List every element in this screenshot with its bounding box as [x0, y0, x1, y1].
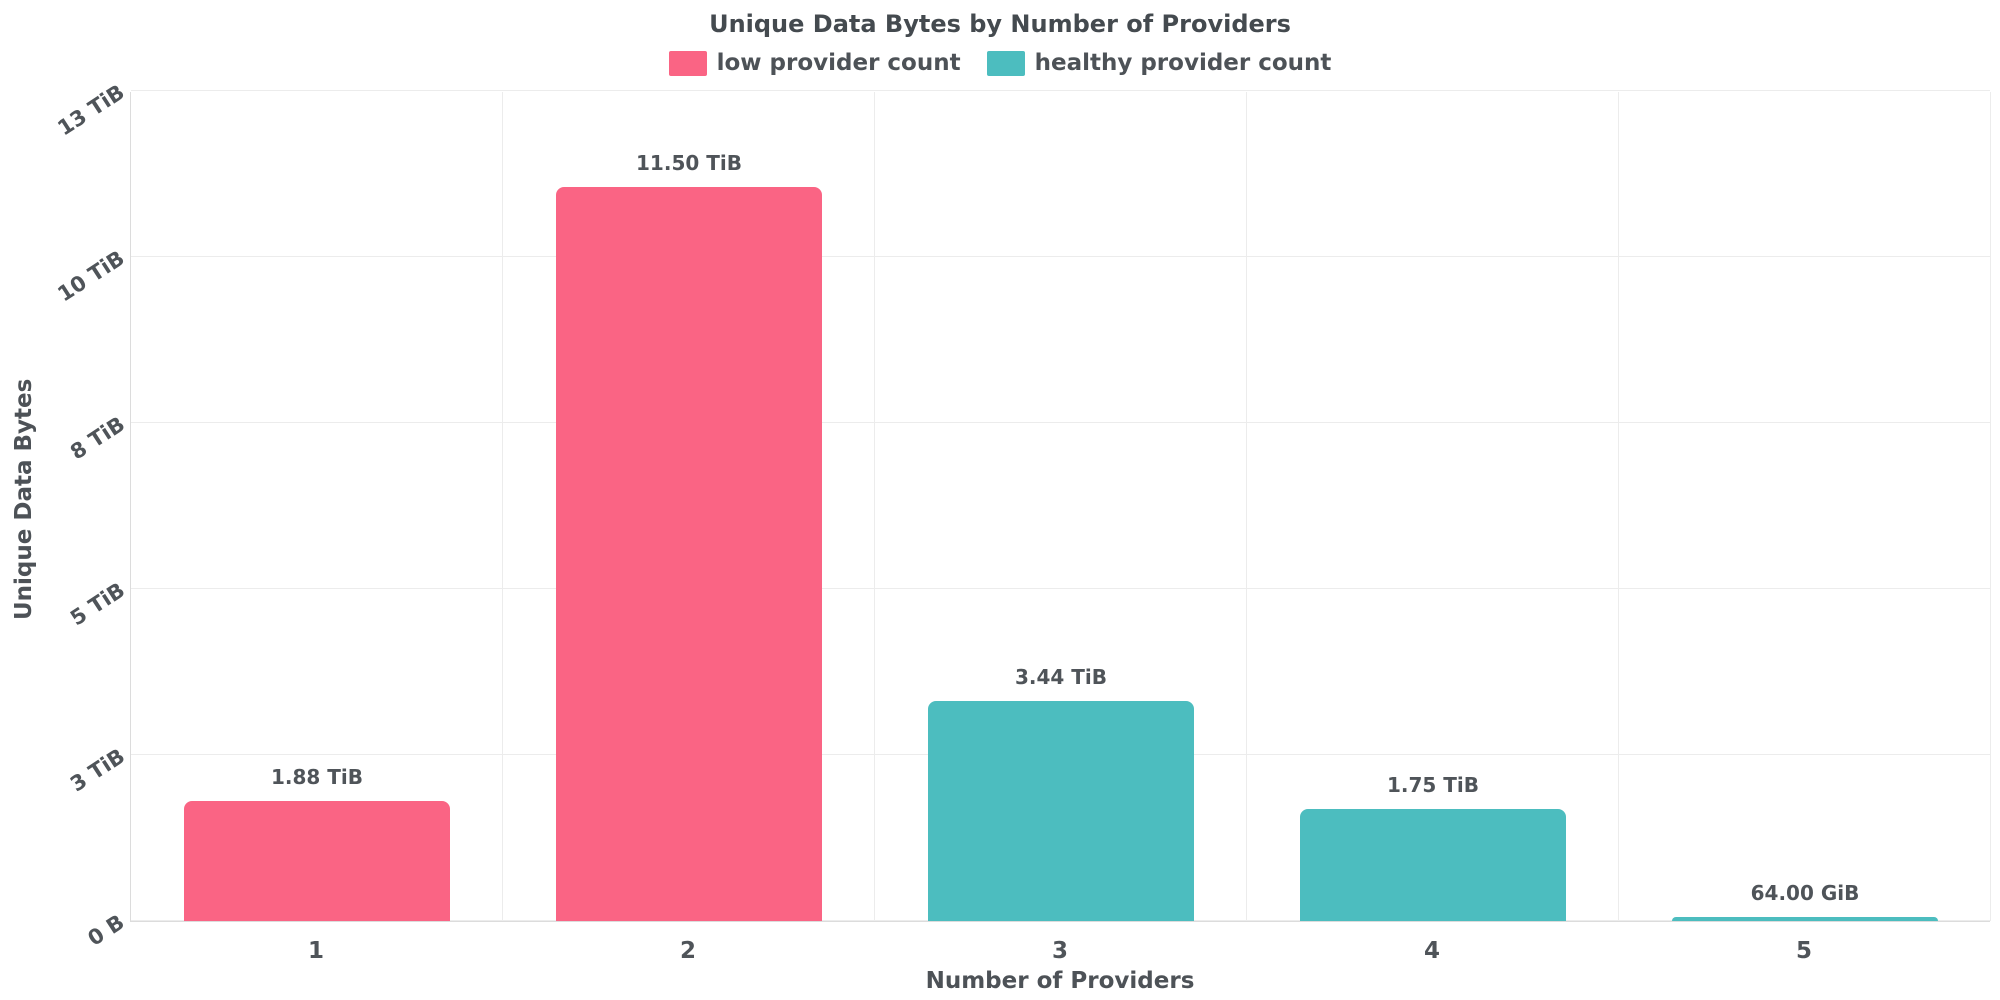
bar-value-label: 1.88 TiB: [270, 764, 364, 789]
x-gridline: [502, 92, 503, 921]
bar-value-label: 3.44 TiB: [1014, 665, 1108, 690]
plot-area: 1.88 TiB 11.50 TiB 3.44 TiB 1.75 TiB 64.00 G…: [130, 90, 1991, 922]
y-gridline: [131, 90, 1990, 91]
legend-item-healthy-provider-count[interactable]: healthy provider count: [986, 50, 1332, 76]
chart-title: Unique Data Bytes by Number of Providers: [709, 10, 1291, 38]
bar-1: [184, 800, 450, 921]
legend-item-label: low provider count: [716, 50, 961, 76]
y-tick-label: 10 TiB: [53, 245, 129, 307]
x-tick-label: 5: [1795, 938, 1813, 964]
y-gridline: [131, 422, 1990, 423]
y-tick-label: 0 B: [83, 909, 129, 951]
x-tick-label: 2: [679, 938, 697, 964]
x-tick-label: 4: [1423, 938, 1441, 964]
legend-item-low-provider-count[interactable]: low provider count: [668, 50, 961, 76]
x-gridline: [1990, 92, 1991, 921]
x-gridline: [1246, 92, 1247, 921]
y-tick-label: 3 TiB: [65, 743, 129, 797]
legend-swatch-icon: [986, 50, 1025, 76]
legend-swatch-icon: [668, 50, 707, 76]
x-axis-title: Number of Providers: [925, 968, 1195, 994]
bar-5: [1672, 917, 1938, 921]
y-tick-label: 5 TiB: [65, 577, 129, 631]
y-tick-label: 8 TiB: [65, 411, 129, 465]
bar-value-label: 11.50 TiB: [636, 150, 742, 175]
bar-4: [1300, 809, 1566, 921]
y-gridline: [131, 588, 1990, 589]
bar-2: [556, 186, 822, 921]
y-gridline: [131, 256, 1990, 257]
bar-value-label: 64.00 GiB: [1750, 881, 1860, 905]
legend-item-label: healthy provider count: [1034, 50, 1332, 76]
y-axis-title: Unique Data Bytes: [11, 378, 37, 620]
y-tick-label: 13 TiB: [53, 79, 129, 141]
x-tick-label: 1: [307, 938, 325, 964]
x-gridline: [1618, 92, 1619, 921]
bar-3: [928, 701, 1194, 921]
bar-value-label: 1.75 TiB: [1386, 773, 1480, 798]
legend: low provider count healthy provider count: [0, 50, 2000, 76]
x-gridline: [874, 92, 875, 921]
x-tick-label: 3: [1051, 938, 1069, 964]
